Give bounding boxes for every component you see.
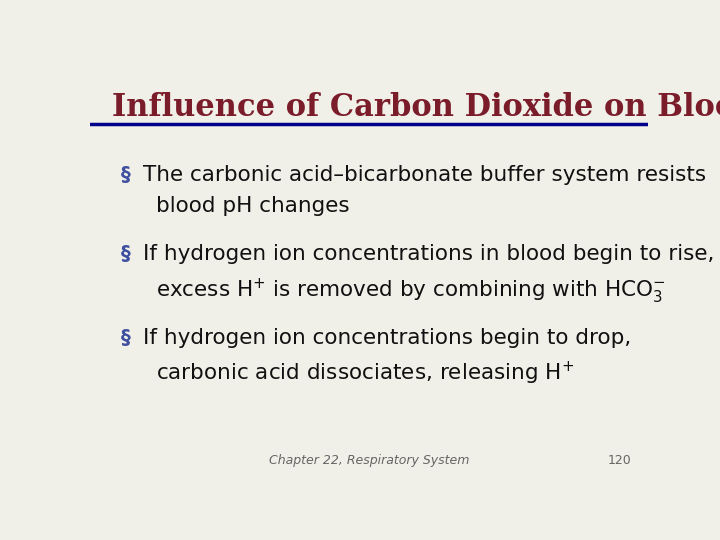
Text: carbonic acid dissociates, releasing H$^{+}$: carbonic acid dissociates, releasing H$^… [156,360,574,387]
Text: §: § [121,245,130,264]
Text: blood pH changes: blood pH changes [156,196,349,216]
Text: 120: 120 [608,454,631,467]
Text: Influence of Carbon Dioxide on Blood pH: Influence of Carbon Dioxide on Blood pH [112,92,720,123]
Text: §: § [121,328,130,347]
Text: If hydrogen ion concentrations in blood begin to rise,: If hydrogen ion concentrations in blood … [143,245,714,265]
Text: The carbonic acid–bicarbonate buffer system resists: The carbonic acid–bicarbonate buffer sys… [143,165,706,185]
Text: Chapter 22, Respiratory System: Chapter 22, Respiratory System [269,454,469,467]
Text: If hydrogen ion concentrations begin to drop,: If hydrogen ion concentrations begin to … [143,328,631,348]
Text: excess H$^{+}$ is removed by combining with HCO$_{3}^{-}$: excess H$^{+}$ is removed by combining w… [156,277,665,306]
Text: §: § [121,165,130,184]
